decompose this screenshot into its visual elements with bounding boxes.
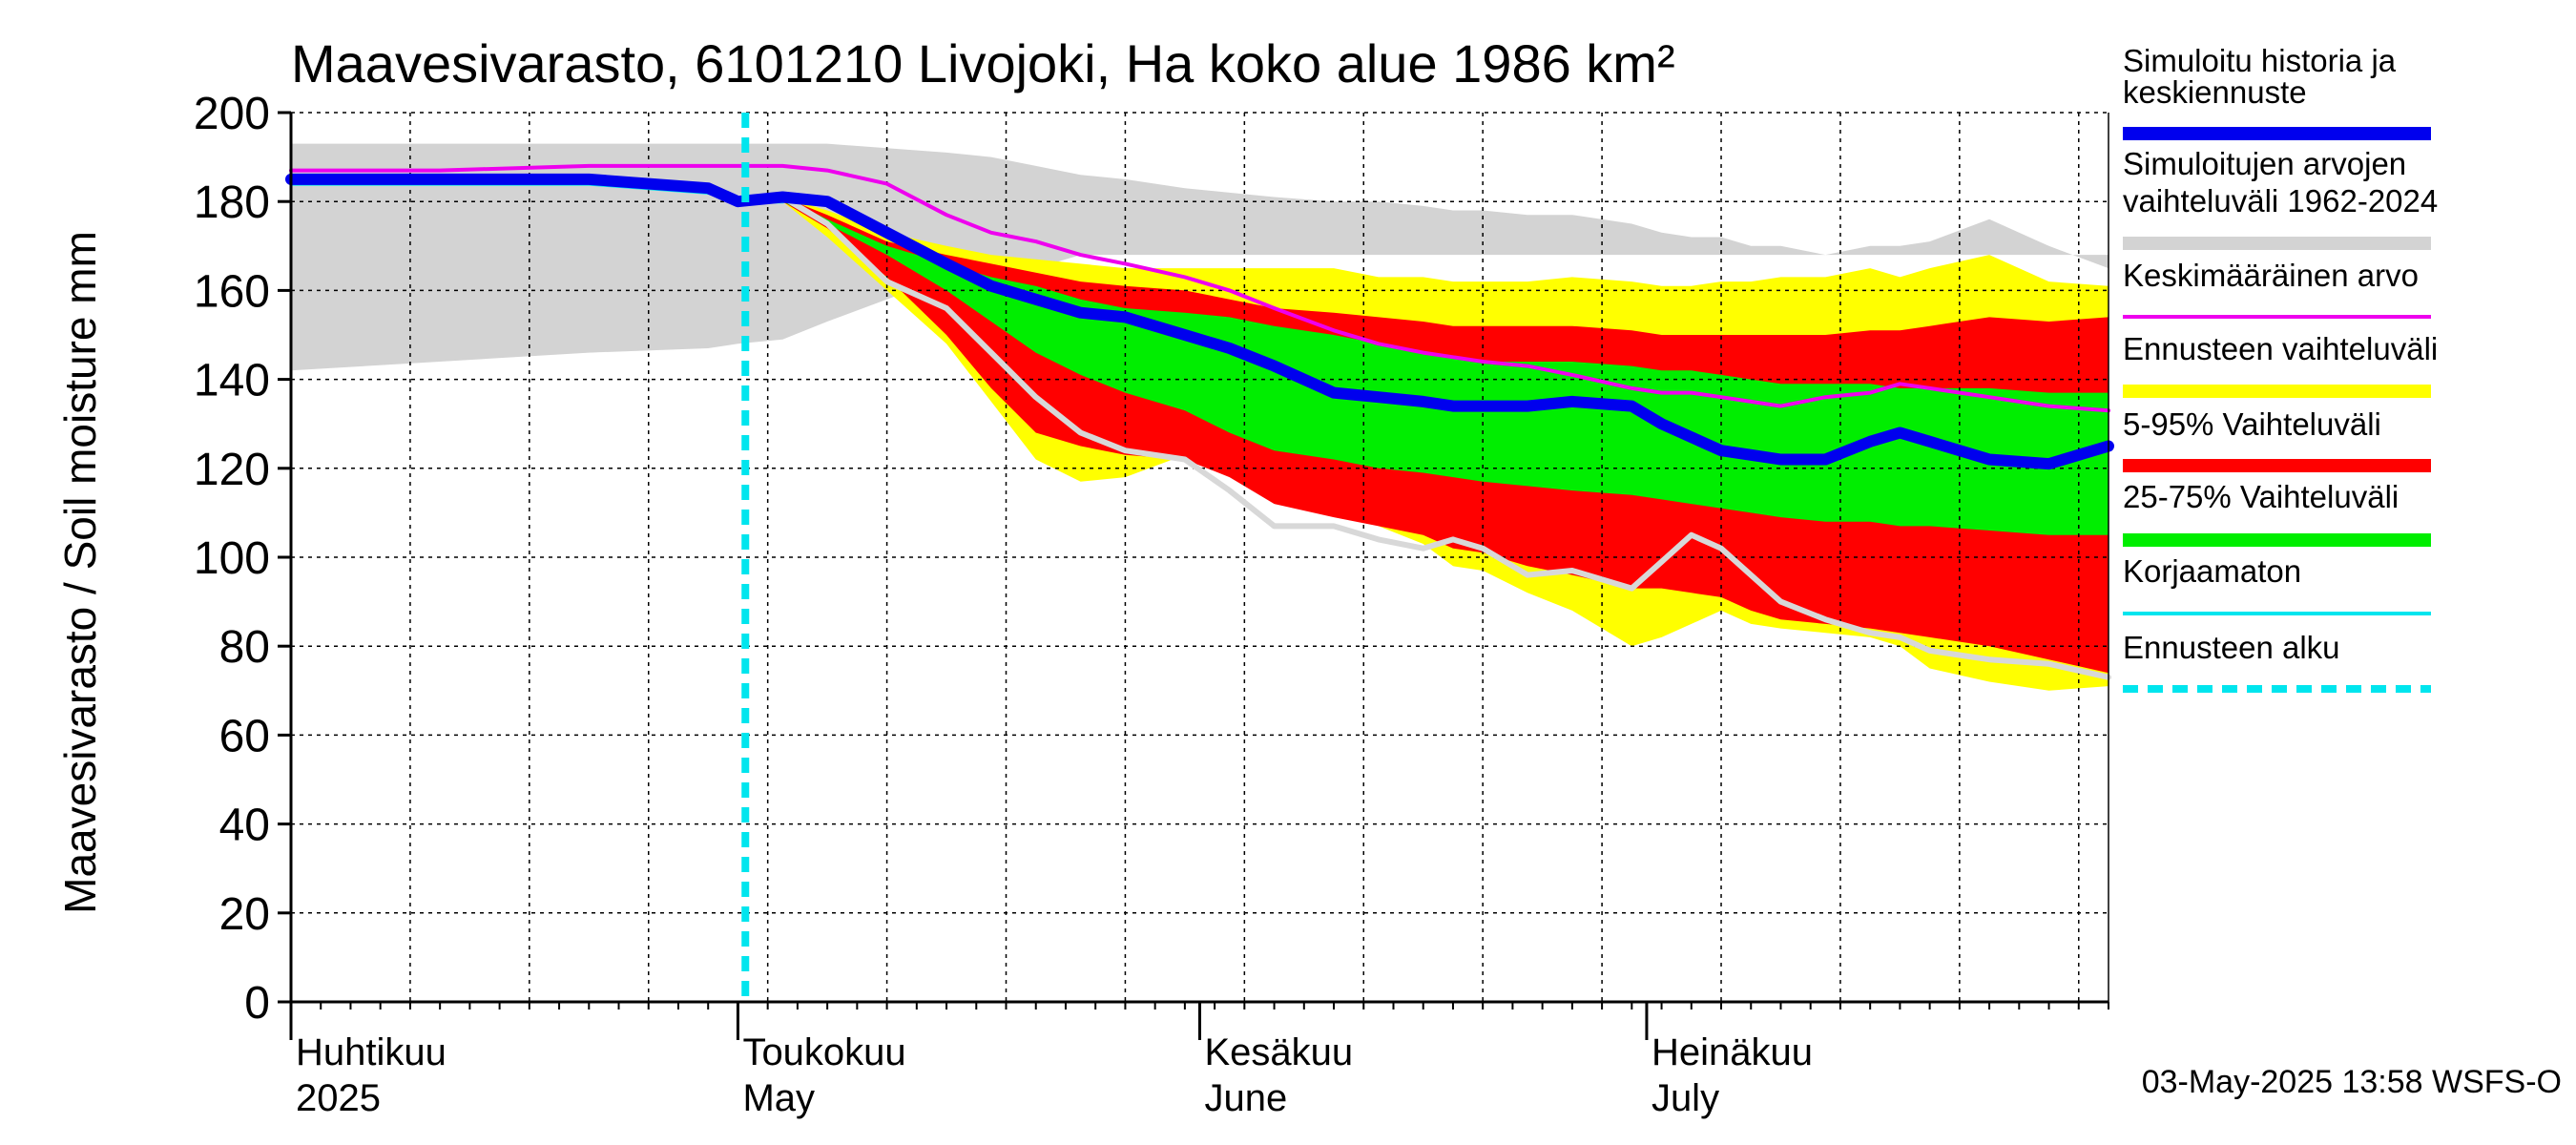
y-tick-label: 0 [244, 978, 270, 1029]
legend-label: Korjaamaton [2123, 553, 2301, 589]
trace-line [735, 194, 2111, 680]
chart-title: Maavesivarasto, 6101210 Livojoki, Ha kok… [291, 33, 1675, 94]
legend-label: Ennusteen vaihteluväli [2123, 331, 2438, 366]
mean-line [289, 163, 2110, 413]
grid-lines [291, 112, 2109, 1002]
y-tick-label: 20 [219, 889, 270, 940]
y-axis-label: Maavesivarasto / Soil moisture mm [55, 231, 105, 914]
y-tick-label: 180 [194, 177, 270, 228]
footer-timestamp: 03-May-2025 13:58 WSFS-O [2142, 1064, 2562, 1100]
legend-label: Simuloitujen arvojen [2123, 146, 2406, 181]
x-month-label-en: 2025 [296, 1077, 381, 1119]
y-tick-label: 120 [194, 445, 270, 495]
series-lines [285, 113, 2114, 1002]
x-month-label-en: May [742, 1077, 815, 1119]
x-month-label-fi: Toukokuu [742, 1031, 905, 1073]
x-month-label-fi: Kesäkuu [1205, 1031, 1354, 1073]
legend-label: Simuloitu historia ja [2123, 43, 2397, 78]
x-month-label-fi: Heinäkuu [1652, 1031, 1813, 1073]
y-tick-label: 160 [194, 266, 270, 317]
y-tick-label: 80 [219, 622, 270, 673]
legend-label: 25-75% Vaihteluväli [2123, 479, 2399, 514]
x-month-label-en: July [1652, 1077, 1719, 1119]
x-month-label-en: June [1205, 1077, 1288, 1119]
legend-label: Keskimääräinen arvo [2123, 258, 2419, 293]
legend-label: keskiennuste [2123, 74, 2307, 110]
legend-label: vaihteluväli 1962-2024 [2123, 183, 2438, 219]
y-tick-label: 200 [194, 89, 270, 139]
y-tick-label: 40 [219, 801, 270, 851]
legend-label: 5-95% Vaihteluväli [2123, 406, 2381, 442]
y-tick-label: 100 [194, 533, 270, 584]
y-tick-label: 140 [194, 356, 270, 406]
x-month-label-fi: Huhtikuu [296, 1031, 447, 1073]
median-forecast-line [285, 173, 2114, 470]
legend-label: Ennusteen alku [2123, 630, 2340, 665]
band-25-75 [737, 197, 2109, 535]
y-tick-label: 60 [219, 711, 270, 761]
